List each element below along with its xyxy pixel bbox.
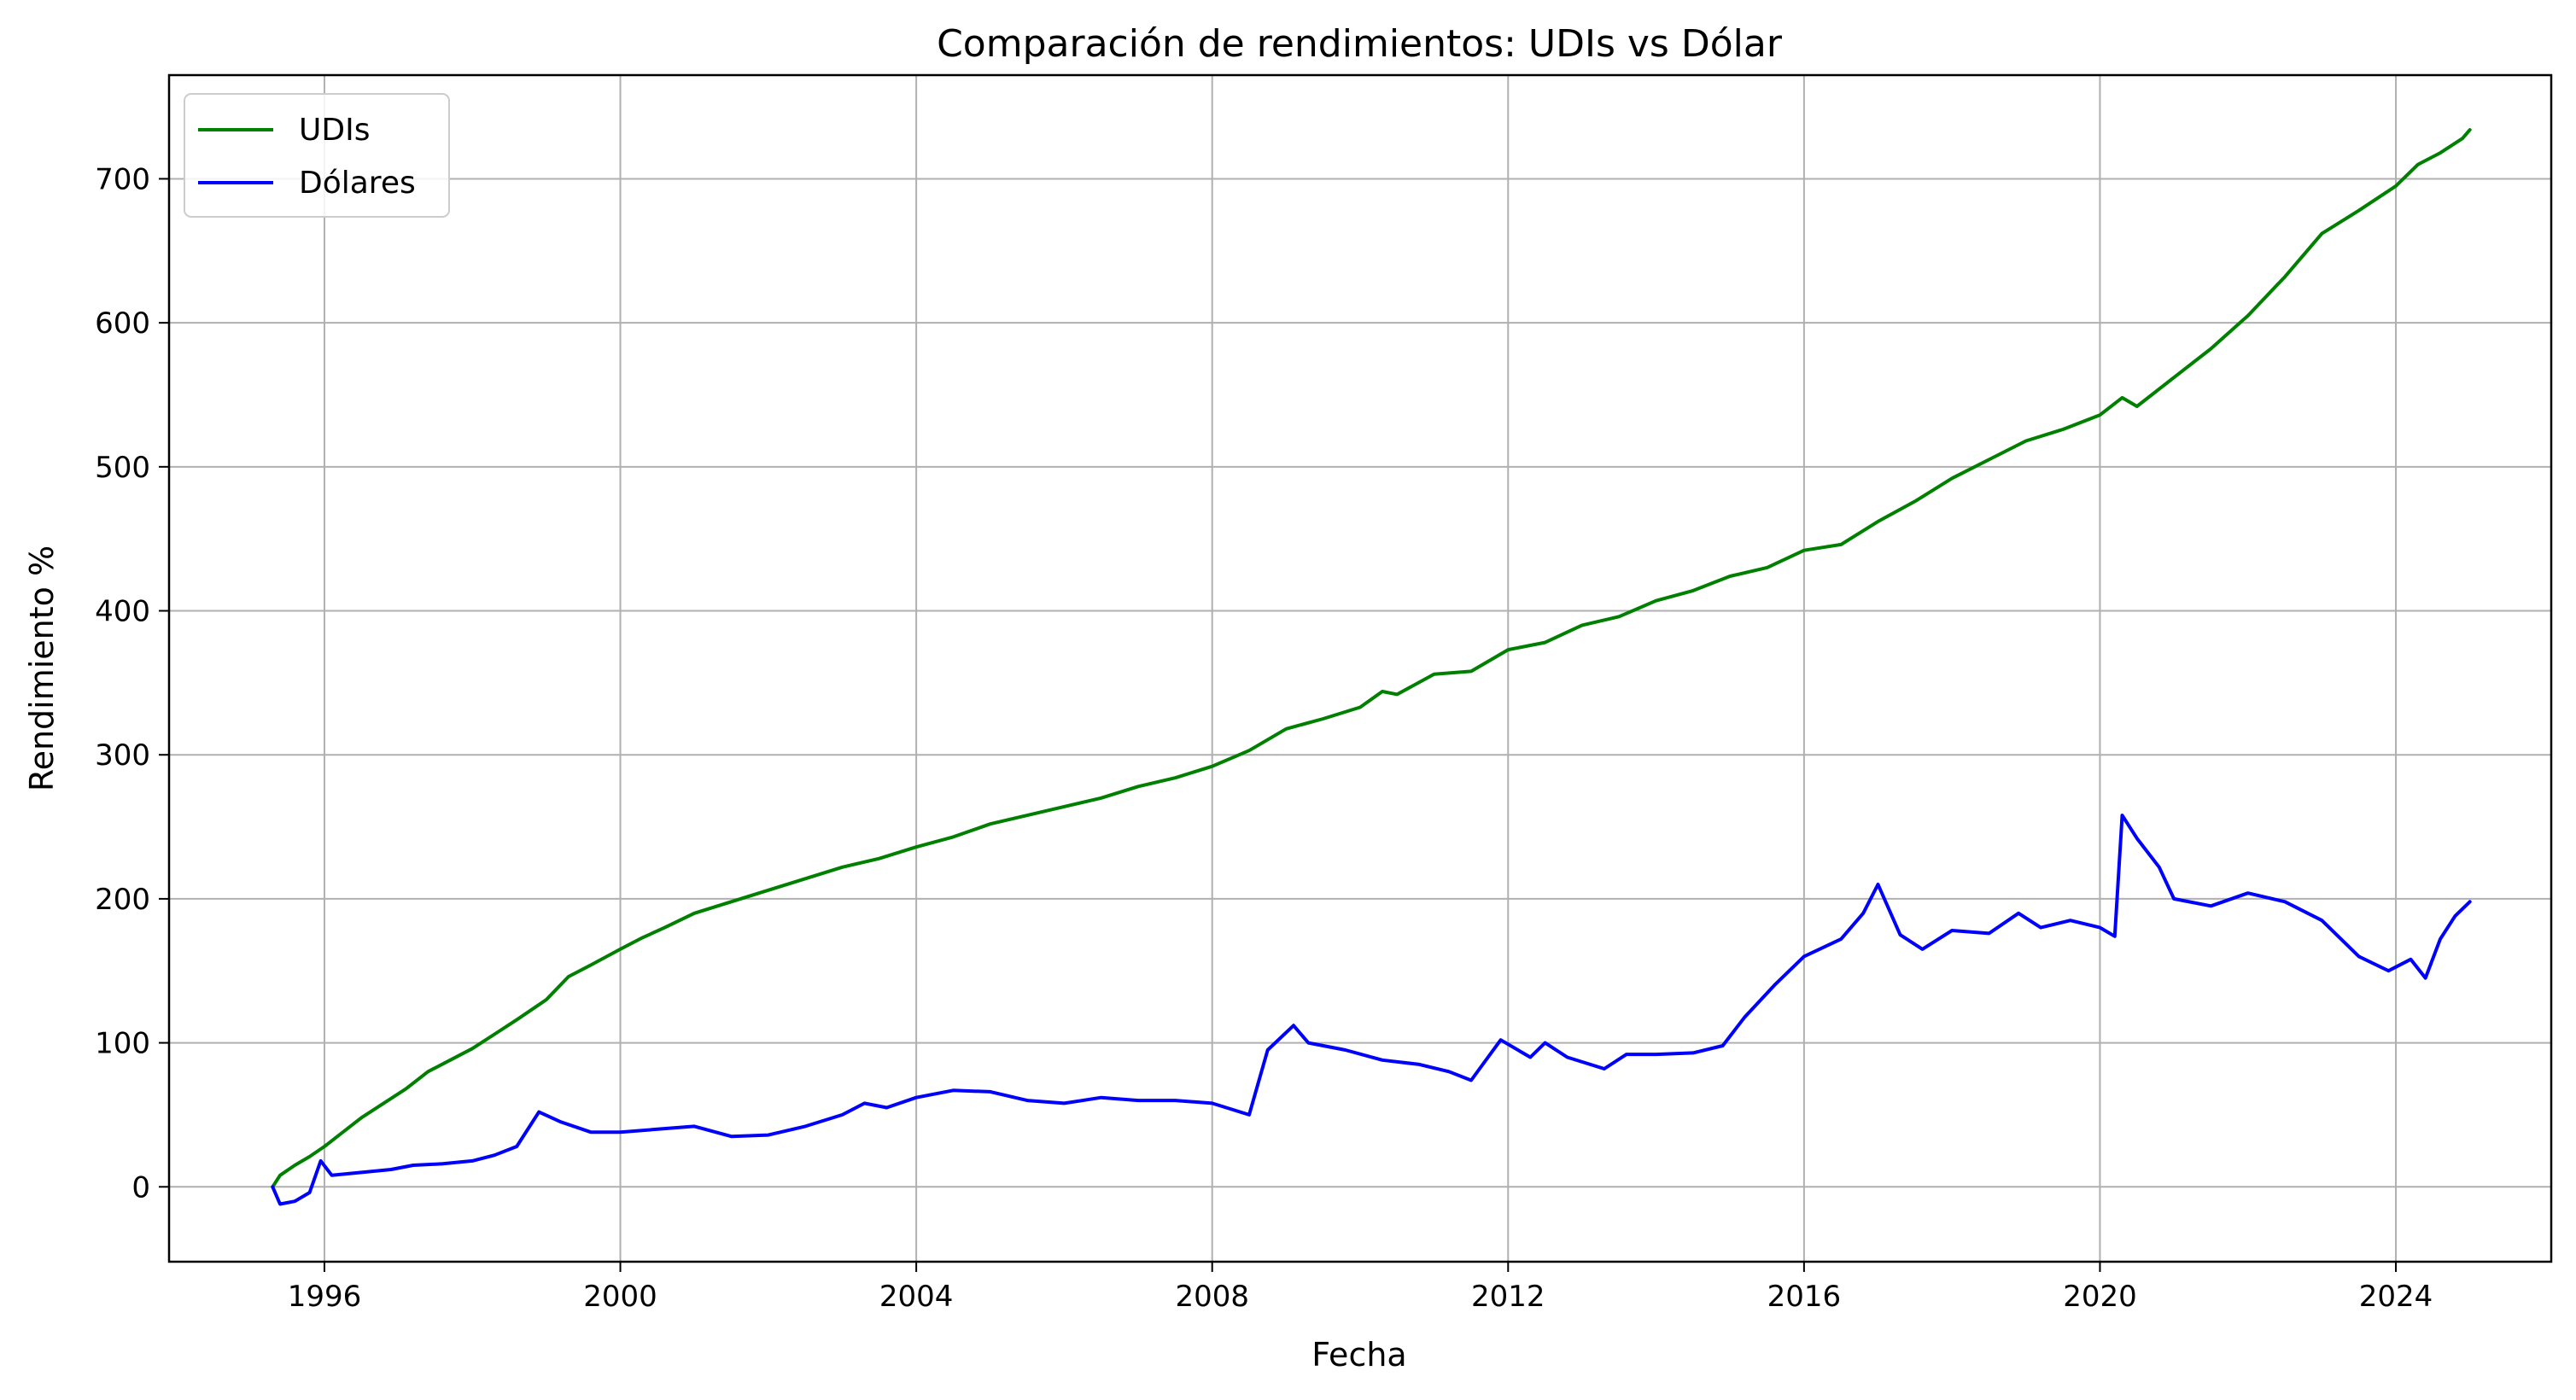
y-tick-label: 300 xyxy=(95,738,150,773)
y-tick-label: 100 xyxy=(95,1027,150,1061)
x-tick-label: 2016 xyxy=(1767,1280,1842,1314)
y-tick-label: 700 xyxy=(95,162,150,196)
x-tick-label: 2004 xyxy=(879,1280,954,1314)
y-tick-label: 400 xyxy=(95,595,150,629)
grid xyxy=(169,75,2551,1262)
legend-label-udis: UDIs xyxy=(299,113,370,148)
x-tick-label: 2000 xyxy=(583,1280,657,1314)
legend-box xyxy=(184,93,450,218)
series-line-dolares xyxy=(271,814,2472,1206)
series-line-udis xyxy=(271,128,2472,1189)
chart-title: Comparación de rendimientos: UDIs vs Dól… xyxy=(937,22,1783,66)
legend: UDIs Dólares xyxy=(184,93,450,218)
x-tick-label: 2020 xyxy=(2063,1280,2137,1314)
y-axis-title: Rendimiento % xyxy=(23,545,61,791)
y-tick-label: 200 xyxy=(95,883,150,917)
plot-series xyxy=(271,128,2472,1206)
plot-frame xyxy=(167,73,2553,1263)
x-tick-label: 1996 xyxy=(288,1280,362,1314)
y-tick-label: 0 xyxy=(131,1170,150,1205)
x-tick-label: 2008 xyxy=(1175,1280,1249,1314)
y-tick-label: 600 xyxy=(95,306,150,341)
x-tick-label: 2024 xyxy=(2359,1280,2433,1314)
y-tick-label: 500 xyxy=(95,451,150,485)
x-tick-label: 2012 xyxy=(1471,1280,1545,1314)
x-axis-title: Fecha xyxy=(1311,1336,1406,1374)
y-axis: 0 100 200 300 400 500 600 700 xyxy=(95,162,169,1205)
legend-label-dolares: Dólares xyxy=(299,166,416,201)
x-axis: 1996 2000 2004 2008 2012 2016 2020 2024 xyxy=(288,1262,2433,1314)
